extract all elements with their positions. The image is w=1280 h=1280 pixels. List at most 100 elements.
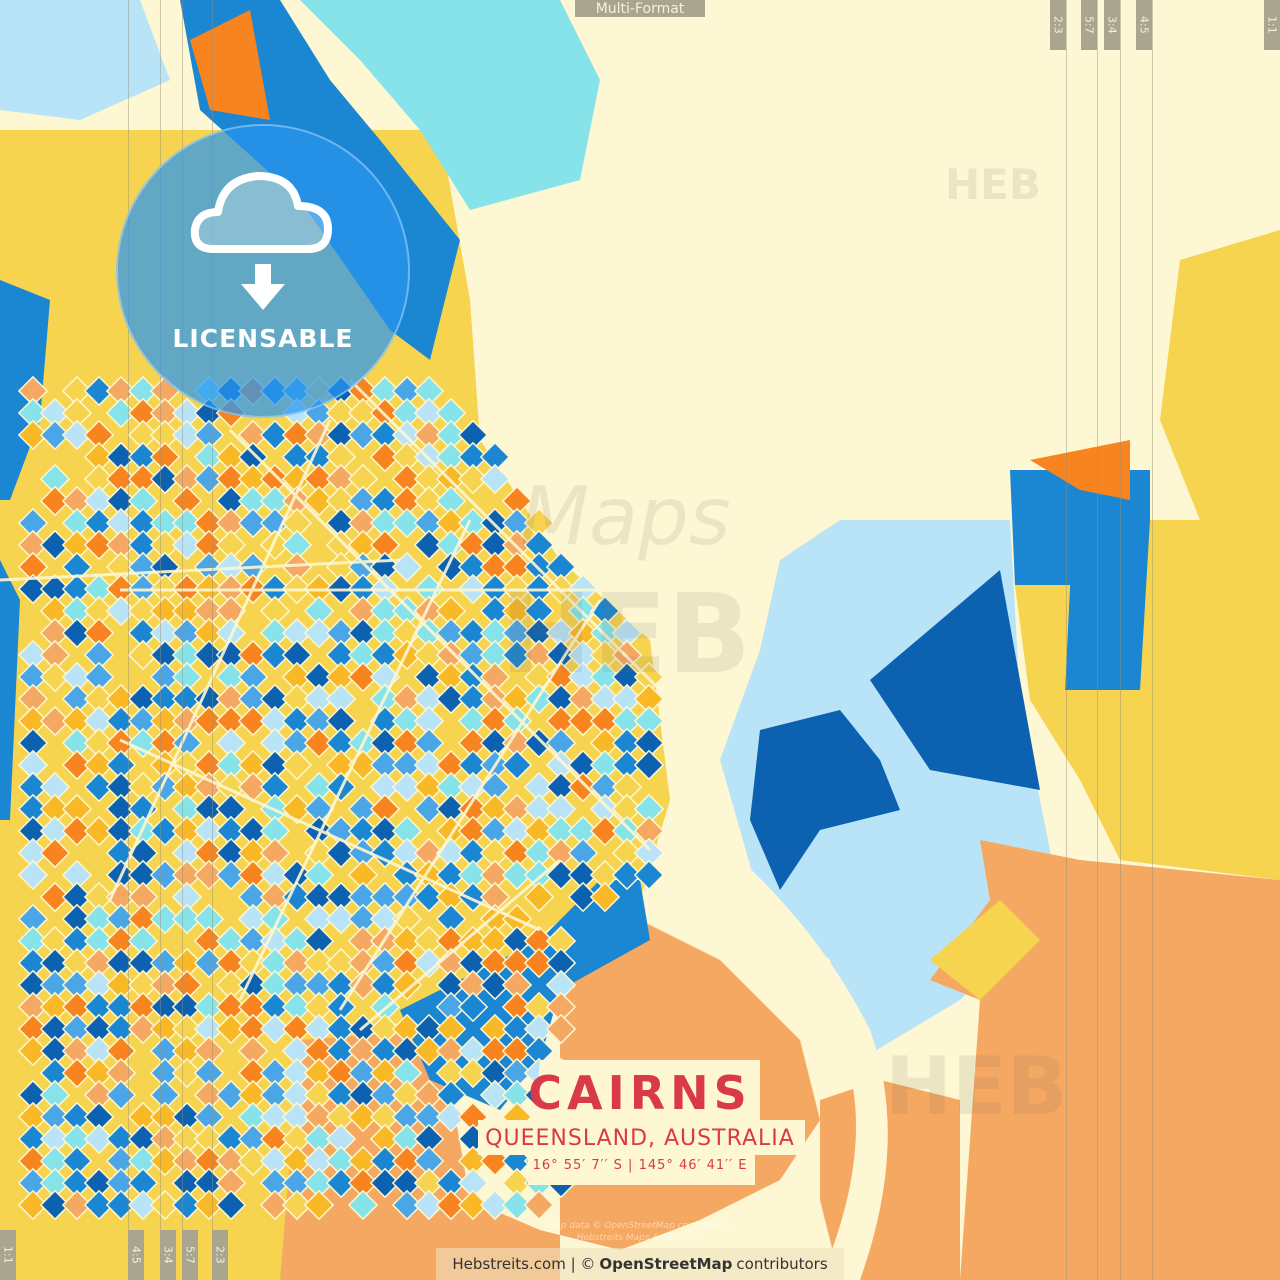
land-parcel [193, 947, 225, 979]
land-parcel [17, 1123, 49, 1155]
land-parcel [589, 881, 621, 913]
land-parcel [391, 705, 423, 737]
land-parcel [17, 1101, 49, 1133]
ratio-marker-bottom-1-1: 1:1 [0, 1230, 16, 1280]
land-parcel [17, 991, 49, 1023]
land-parcel [479, 551, 511, 583]
land-parcel [391, 463, 423, 495]
land-parcel [479, 595, 511, 627]
land-parcel [479, 925, 511, 957]
land-parcel [391, 947, 423, 979]
land-parcel [105, 507, 137, 539]
land-parcel [39, 397, 71, 429]
land-parcel [127, 375, 159, 407]
land-parcel [281, 1145, 313, 1177]
land-parcel [479, 881, 511, 913]
land-parcel [259, 705, 291, 737]
land-parcel [413, 1145, 445, 1177]
land-parcel [215, 705, 247, 737]
land-parcel [105, 1079, 137, 1111]
city-title: CAIRNS [528, 1066, 752, 1120]
land-parcel [215, 925, 247, 957]
land-parcel [281, 617, 313, 649]
land-parcel [193, 771, 225, 803]
land-parcel [237, 1013, 269, 1045]
land-parcel [237, 903, 269, 935]
land-parcel [369, 771, 401, 803]
land-parcel [127, 727, 159, 759]
land-parcel [303, 837, 335, 869]
land-parcel [303, 595, 335, 627]
land-parcel [61, 595, 93, 627]
contributors-text: contributors [736, 1255, 828, 1273]
land-parcel [127, 1101, 159, 1133]
land-parcel [83, 749, 115, 781]
site-credit[interactable]: Hebstreits.com | © [452, 1255, 596, 1273]
land-parcel [237, 705, 269, 737]
land-parcel [237, 1123, 269, 1155]
land-parcel [39, 1189, 71, 1221]
land-parcel [61, 529, 93, 561]
land-parcel [479, 793, 511, 825]
land-parcel [611, 683, 643, 715]
land-parcel [171, 815, 203, 847]
land-parcel [215, 969, 247, 1001]
land-parcel [347, 639, 379, 671]
land-parcel [369, 507, 401, 539]
ratio-marker-top-3-4: 3:4 [1104, 0, 1120, 50]
land-parcel [281, 969, 313, 1001]
land-parcel [105, 1123, 137, 1155]
land-parcel [171, 947, 203, 979]
land-parcel [391, 639, 423, 671]
land-parcel [259, 1013, 291, 1045]
land-parcel [479, 837, 511, 869]
land-parcel [171, 859, 203, 891]
land-parcel [413, 617, 445, 649]
land-parcel [61, 507, 93, 539]
land-parcel [413, 1167, 445, 1199]
land-parcel [171, 529, 203, 561]
land-parcel [61, 683, 93, 715]
land-parcel [391, 1057, 423, 1089]
land-parcel [325, 837, 357, 869]
land-parcel [39, 837, 71, 869]
land-parcel [193, 551, 225, 583]
land-parcel [633, 859, 665, 891]
osm-link[interactable]: OpenStreetMap [599, 1255, 733, 1273]
land-parcel [39, 1123, 71, 1155]
land-parcel [523, 793, 555, 825]
land-parcel [347, 529, 379, 561]
land-parcel [149, 1013, 181, 1045]
land-parcel [149, 1079, 181, 1111]
land-parcel [193, 815, 225, 847]
land-parcel [435, 793, 467, 825]
land-parcel [611, 661, 643, 693]
land-parcel [545, 991, 577, 1023]
land-parcel [83, 903, 115, 935]
land-parcel [83, 1123, 115, 1155]
land-parcel [39, 1101, 71, 1133]
land-parcel [435, 881, 467, 913]
licensable-badge[interactable]: LICENSABLE [116, 124, 410, 418]
land-parcel [237, 991, 269, 1023]
land-parcel [501, 925, 533, 957]
land-parcel [457, 727, 489, 759]
land-parcel [17, 507, 49, 539]
land-parcel [105, 1057, 137, 1089]
land-parcel [545, 771, 577, 803]
land-parcel [17, 793, 49, 825]
land-parcel [391, 441, 423, 473]
land-parcel [215, 1079, 247, 1111]
land-parcel [17, 419, 49, 451]
cloud-download-icon [190, 172, 332, 310]
land-parcel [105, 375, 137, 407]
land-parcel [193, 749, 225, 781]
land-parcel [281, 705, 313, 737]
land-parcel [325, 1013, 357, 1045]
land-parcel [83, 1057, 115, 1089]
land-parcel [259, 837, 291, 869]
land-parcel [17, 925, 49, 957]
land-parcel [347, 881, 379, 913]
land-parcel [281, 991, 313, 1023]
land-parcel [501, 639, 533, 671]
